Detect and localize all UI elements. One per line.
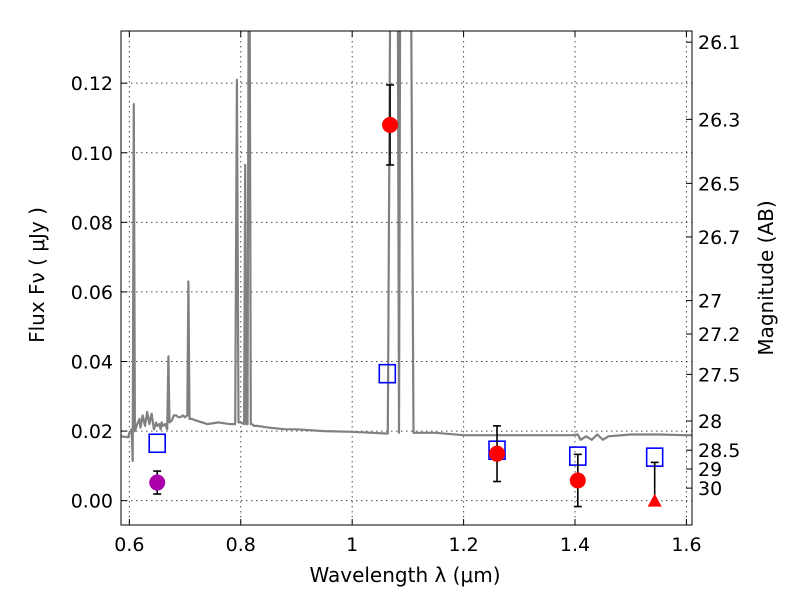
y-tick-label: 0.06 xyxy=(71,282,113,304)
right-tick-label: 27.5 xyxy=(698,364,740,386)
right-tick-label: 29 xyxy=(698,459,722,481)
right-tick-label: 27 xyxy=(698,291,722,313)
x-axis-label: Wavelength λ (μm) xyxy=(309,563,500,587)
y-tick-label: 0.00 xyxy=(71,491,113,513)
x-tick-label: 1.6 xyxy=(671,534,701,556)
spectrum-layer xyxy=(121,31,692,463)
model-flux-square xyxy=(378,363,397,384)
right-tick-label: 27.2 xyxy=(698,324,740,346)
y-axis-label: Flux Fν ( μJy ) xyxy=(25,207,49,343)
x-tick-label: 0.6 xyxy=(114,534,144,556)
y-tick-label: 0.12 xyxy=(71,73,113,95)
right-tick-label: 26.7 xyxy=(698,227,740,249)
flux-point xyxy=(569,472,586,489)
right-tick-label: 26.3 xyxy=(698,109,740,131)
x-tick-label: 1 xyxy=(346,534,358,556)
right-y-axis-label: Magnitude (AB) xyxy=(754,200,778,355)
right-tick-label: 26.1 xyxy=(698,32,740,54)
right-tick-label: 28 xyxy=(698,411,722,433)
flux-point xyxy=(149,474,166,491)
spectrum-line xyxy=(121,31,692,463)
upper-limit-triangle xyxy=(647,493,662,507)
flux-point xyxy=(489,445,506,462)
y-tick-label: 0.08 xyxy=(71,212,113,234)
grid-lines xyxy=(121,31,692,525)
x-tick-label: 1.2 xyxy=(448,534,478,556)
right-tick-label: 30 xyxy=(698,478,722,500)
y-tick-label: 0.04 xyxy=(71,351,113,373)
x-tick-label: 1.4 xyxy=(560,534,590,556)
plot-frame xyxy=(120,30,693,526)
x-tick-label: 0.8 xyxy=(226,534,256,556)
right-tick-label: 26.5 xyxy=(698,173,740,195)
axis-ticks: 0.6 0.8 1 1.2 1.4 1.6 0.00 0.02 0.04 0.06 0.08 0.10… xyxy=(71,31,740,556)
model-flux-square xyxy=(148,433,167,454)
y-tick-label: 0.02 xyxy=(71,421,113,443)
flux-point xyxy=(382,116,399,133)
right-tick-label: 28.5 xyxy=(698,440,740,462)
y-tick-label: 0.10 xyxy=(71,143,113,165)
data-points-layer xyxy=(148,84,664,508)
